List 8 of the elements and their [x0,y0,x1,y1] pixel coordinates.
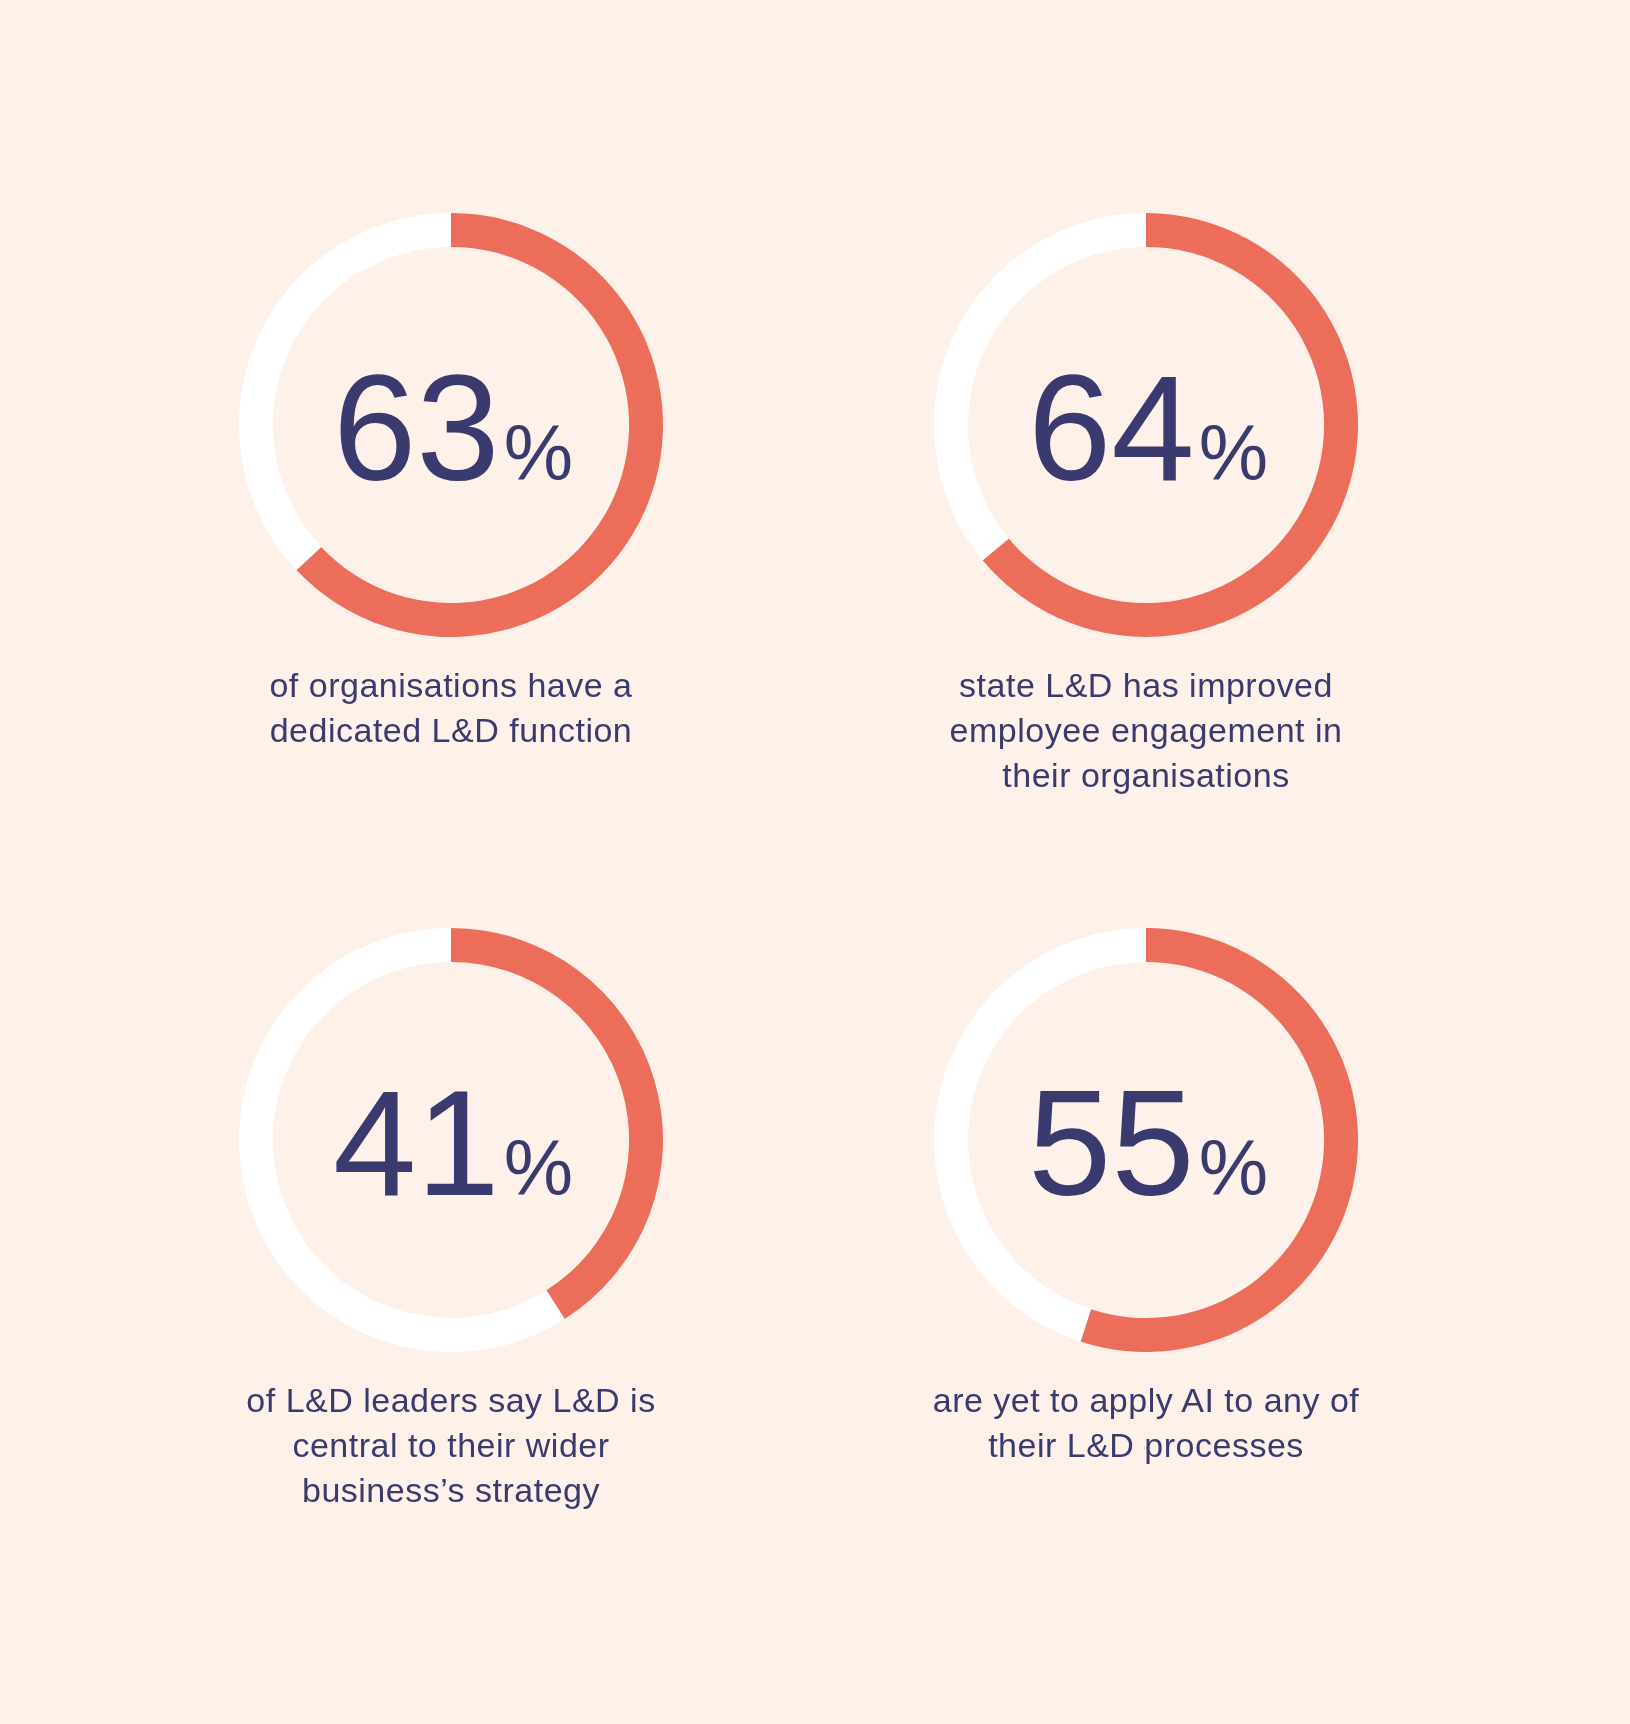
data-label: 64% [1027,344,1269,512]
text: state L&D has improved employee engagement in their organisations [948,665,1344,796]
text: are yet to apply AI to any of their L&D processes [931,1380,1361,1466]
text: of L&D leaders say L&D is central to their wider business’s strategy [245,1380,657,1511]
data-label: 63% [332,344,574,512]
data-label: 41% [332,1059,574,1227]
text: of organisations have a dedicated L&D function [268,665,634,751]
data-label: 55% [1027,1059,1269,1227]
